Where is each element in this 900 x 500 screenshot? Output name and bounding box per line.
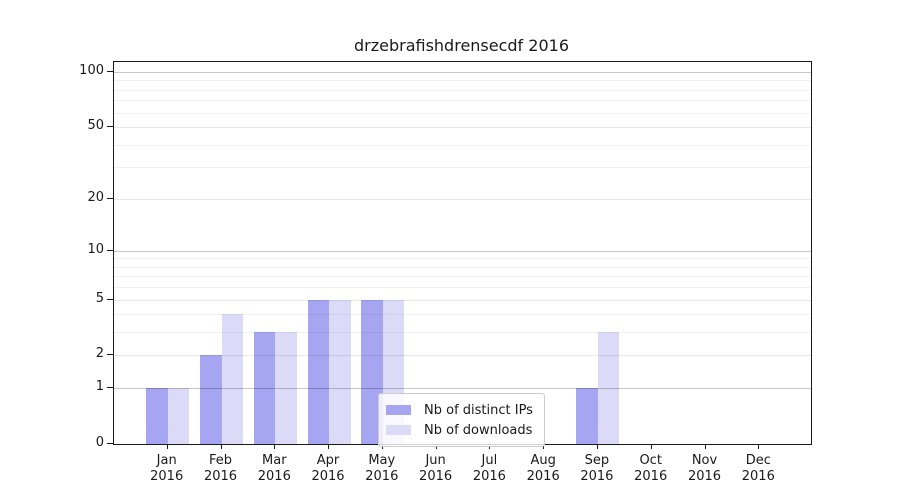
legend-item-downloads: Nb of downloads (386, 420, 533, 440)
gridline (114, 167, 811, 169)
gridline (114, 127, 811, 129)
y-tick-label: 0 (95, 435, 104, 450)
x-tick-label: Mar 2016 (257, 453, 291, 484)
y-tick-label: 1 (95, 379, 104, 395)
x-tick-mark (543, 444, 545, 449)
gridline (114, 72, 811, 73)
gridline (114, 112, 811, 114)
bar (167, 388, 190, 444)
x-tick-label: Sep 2016 (580, 453, 614, 484)
gridline (114, 144, 811, 146)
gridline (114, 258, 811, 260)
gridline (114, 299, 811, 301)
y-tick-label: 20 (87, 189, 104, 205)
plot-area: Nb of distinct IPs Nb of downloads (113, 61, 812, 447)
legend: Nb of distinct IPs Nb of downloads (378, 393, 545, 447)
x-tick-label: Dec 2016 (741, 453, 775, 484)
bar (329, 299, 351, 444)
gridline (114, 314, 811, 316)
bar (221, 314, 243, 444)
y-tick-mark (107, 71, 113, 72)
y-tick-label: 10 (87, 241, 104, 257)
y-tick-mark (107, 197, 113, 199)
gridline (114, 287, 811, 289)
y-tick-mark (107, 387, 113, 389)
x-tick-label: Jul 2016 (472, 453, 506, 484)
gridline (114, 250, 811, 252)
bar (253, 332, 276, 444)
x-tick-mark (704, 444, 706, 449)
legend-item-distinct-ips: Nb of distinct IPs (386, 400, 533, 420)
x-tick-label: Nov 2016 (687, 453, 722, 484)
bar (361, 299, 383, 444)
x-tick-mark (650, 444, 652, 449)
bar (597, 332, 620, 444)
x-tick-mark (166, 444, 168, 449)
gridline (114, 89, 811, 91)
bar (275, 332, 297, 444)
x-tick-mark (758, 444, 760, 449)
y-tick-mark (107, 249, 113, 251)
legend-swatch-distinct-ips (386, 405, 411, 415)
y-tick-label: 2 (95, 346, 104, 362)
y-tick-label: 5 (95, 290, 104, 306)
y-tick-mark (107, 443, 113, 444)
bar (576, 388, 598, 444)
bar (307, 299, 329, 444)
x-tick-mark (274, 444, 276, 449)
x-tick-label: Jan 2016 (150, 453, 184, 484)
chart-title: drzebrafishdrensecdf 2016 (353, 36, 569, 55)
x-tick-label: May 2016 (365, 453, 399, 484)
gridline (114, 332, 811, 334)
y-tick-mark (107, 354, 113, 356)
gridline (114, 80, 811, 82)
x-tick-label: Oct 2016 (634, 453, 668, 484)
gridline (114, 198, 811, 200)
y-tick-mark (107, 298, 113, 300)
gridline (114, 266, 811, 268)
y-tick-mark (107, 126, 113, 128)
x-tick-mark (328, 444, 329, 449)
gridline (114, 276, 811, 278)
y-tick-label: 100 (79, 63, 104, 78)
legend-label-distinct-ips: Nb of distinct IPs (424, 402, 533, 418)
x-tick-mark (596, 444, 598, 449)
y-tick-label: 50 (87, 118, 104, 134)
x-tick-label: Feb 2016 (203, 453, 238, 484)
x-tick-label: Apr 2016 (311, 453, 345, 484)
x-tick-mark (220, 444, 222, 449)
x-tick-label: Aug 2016 (526, 453, 560, 484)
gridline (114, 100, 811, 102)
legend-label-downloads: Nb of downloads (424, 422, 533, 438)
legend-swatch-downloads (386, 425, 411, 435)
x-tick-label: Jun 2016 (419, 453, 453, 484)
bar (200, 355, 222, 444)
bar (146, 388, 168, 444)
